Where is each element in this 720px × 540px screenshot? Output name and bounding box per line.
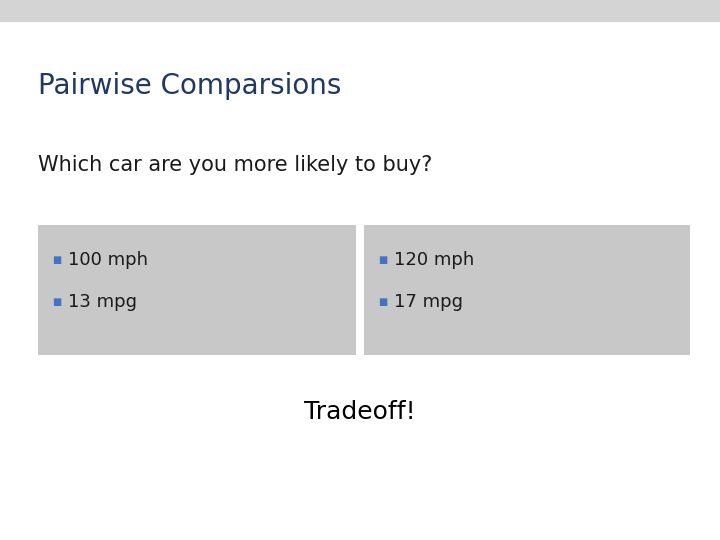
Text: 13 mpg: 13 mpg [68,293,137,311]
Text: ■: ■ [52,297,61,307]
Text: ■: ■ [378,297,387,307]
Text: ■: ■ [378,255,387,265]
FancyBboxPatch shape [0,0,720,22]
Text: ■: ■ [52,255,61,265]
FancyBboxPatch shape [38,225,356,355]
Text: Tradeoff!: Tradeoff! [304,400,416,424]
Text: Which car are you more likely to buy?: Which car are you more likely to buy? [38,155,433,175]
Text: 17 mpg: 17 mpg [394,293,463,311]
Text: Pairwise Comparsions: Pairwise Comparsions [38,72,341,100]
Text: 100 mph: 100 mph [68,251,148,269]
Text: 120 mph: 120 mph [394,251,474,269]
FancyBboxPatch shape [364,225,690,355]
